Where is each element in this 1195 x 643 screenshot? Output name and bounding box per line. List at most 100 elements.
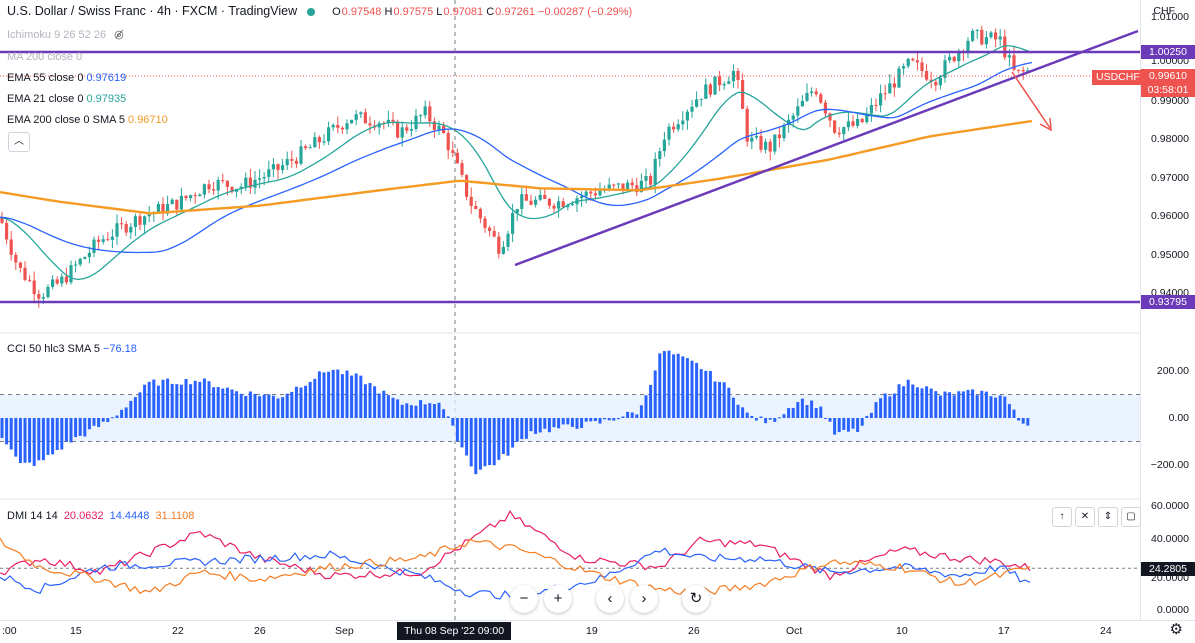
collapse-legend-button[interactable]: ︿ <box>8 132 30 152</box>
ema21-legend[interactable]: EMA 21 close 0 0.97935 <box>7 93 127 105</box>
candle-body <box>230 186 234 192</box>
price-axis[interactable] <box>1140 0 1195 620</box>
cci-bar <box>294 386 298 418</box>
reset-chart-button[interactable]: ↻ <box>682 585 710 613</box>
cci-bar <box>727 387 731 418</box>
candle-body <box>396 121 400 138</box>
candle-body <box>216 179 220 191</box>
cci-bar <box>957 391 961 418</box>
candle-body <box>308 147 312 149</box>
ichimoku-legend[interactable]: Ichimoku 9 26 52 26 ◎̸ <box>7 29 124 41</box>
candle-body <box>488 227 492 231</box>
zoom-out-button[interactable]: − <box>510 585 538 613</box>
cci-bar <box>750 415 754 418</box>
cci-bar <box>322 372 326 418</box>
candle-body <box>966 40 970 52</box>
settings-gear-icon[interactable]: ⚙ <box>1169 621 1183 638</box>
cci-bar <box>948 392 952 418</box>
cci-bar <box>906 379 910 418</box>
maximize-pane-icon[interactable]: ▢ <box>1121 507 1141 527</box>
cci-bar <box>925 386 929 418</box>
cci-bar <box>984 391 988 418</box>
candle-body <box>860 118 864 123</box>
cci-bar <box>304 385 308 418</box>
candle-body <box>46 286 50 298</box>
time-axis[interactable]: :00 15 22 26 Sep 19 26 Oct 10 17 24 Thu … <box>0 620 1195 643</box>
scroll-back-button[interactable]: ‹ <box>596 585 624 613</box>
cci-bar <box>800 398 804 418</box>
candle-body <box>810 91 814 93</box>
price-tick: 0.97000 <box>1151 172 1189 184</box>
cci-bar <box>396 399 400 418</box>
candle-body <box>115 223 119 237</box>
candle-body <box>920 62 924 72</box>
scroll-forward-button[interactable]: › <box>630 585 658 613</box>
candle-body <box>685 111 689 121</box>
candle-body <box>253 179 257 188</box>
candle-body <box>405 127 409 131</box>
price-tick: 0.96000 <box>1151 210 1189 222</box>
cci-bar <box>253 393 257 418</box>
cci-bar <box>460 418 464 448</box>
candle-body <box>782 125 786 139</box>
cci-bar <box>998 395 1002 418</box>
cci-bar <box>327 371 331 418</box>
cci-bar <box>828 418 832 422</box>
candle-body <box>354 114 358 120</box>
ma200-legend[interactable]: MA 200 close 0 <box>7 51 83 63</box>
candle-body <box>271 164 275 170</box>
hidden-eye-icon[interactable]: ◎̸ <box>114 29 124 41</box>
candle-body <box>147 214 151 217</box>
candle-body <box>994 32 998 40</box>
ema200-line <box>0 119 1033 215</box>
candle-body <box>363 112 367 124</box>
time-label: Sep <box>335 625 354 637</box>
zoom-in-button[interactable]: + <box>544 585 572 613</box>
candle-body <box>856 118 860 126</box>
candle-body <box>971 30 975 41</box>
cci-bar <box>428 403 432 418</box>
cci-bar <box>83 418 87 437</box>
candle-body <box>87 252 91 258</box>
candle-body <box>55 279 59 284</box>
ema55-legend[interactable]: EMA 55 close 0 0.97619 <box>7 72 127 84</box>
market-open-icon <box>306 7 315 16</box>
candle-body <box>129 226 133 233</box>
cci-legend[interactable]: CCI 50 hlc3 SMA 5 −76.18 <box>7 343 137 355</box>
cci-bar <box>529 418 533 432</box>
cci-bar <box>87 418 91 430</box>
cci-bar <box>952 395 956 418</box>
candle-body <box>621 183 625 191</box>
candle-body <box>754 135 758 138</box>
cci-bar <box>152 379 156 418</box>
cci-bar <box>607 418 611 421</box>
dmi-legend[interactable]: DMI 14 14 20.0632 14.4448 31.1108 <box>7 510 195 522</box>
cci-bar <box>198 381 202 418</box>
cci-bar <box>235 391 239 418</box>
cci-bar <box>455 418 459 442</box>
candle-body <box>51 279 55 287</box>
candle-body <box>888 83 892 94</box>
cci-bar <box>409 405 413 418</box>
cci-bar <box>892 393 896 418</box>
cci-bar <box>593 418 597 422</box>
cci-bar <box>354 373 358 418</box>
di-minus-line <box>0 537 1031 595</box>
cci-bar <box>368 383 372 418</box>
cci-bar <box>920 388 924 418</box>
collapse-pane-icon[interactable]: ⇕ <box>1098 507 1118 527</box>
candle-body <box>718 76 722 86</box>
move-pane-up-icon[interactable]: ↑ <box>1052 507 1072 527</box>
candle-body <box>69 265 73 283</box>
cci-bar <box>584 418 588 422</box>
cci-bar <box>851 418 855 429</box>
candle-body <box>819 94 823 103</box>
candle-body <box>874 104 878 106</box>
candle-body <box>796 106 800 116</box>
cci-bar <box>759 416 763 418</box>
cci-bar <box>1007 404 1011 418</box>
close-pane-icon[interactable]: ✕ <box>1075 507 1095 527</box>
candle-body <box>156 204 160 213</box>
ema200-legend[interactable]: EMA 200 close 0 SMA 5 0.96710 <box>7 114 168 126</box>
